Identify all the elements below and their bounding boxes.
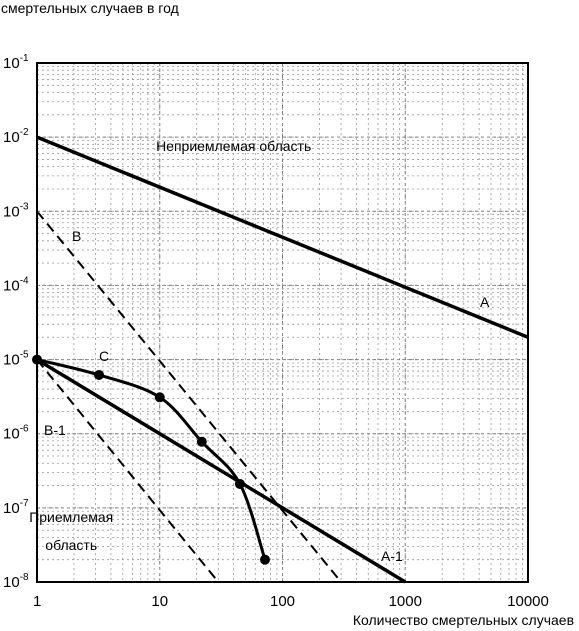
series-c-point	[234, 478, 245, 489]
y-tick-label: 10-2	[3, 127, 29, 146]
y-tick-label: 10-1	[3, 53, 29, 72]
x-tick-label: 1	[33, 593, 41, 610]
y-tick-label: 10-8	[3, 572, 29, 591]
series-c-point	[196, 436, 207, 447]
y-tick-label: 10-7	[3, 498, 29, 517]
annotation-text: область	[45, 537, 97, 553]
x-tick-label: 100	[270, 593, 295, 610]
x-tick-label: 1000	[389, 593, 422, 610]
series-label-a-1: A-1	[381, 548, 403, 564]
tick-labels: 1 10 100 1000 10000 10-8 10-7 10-6 10-5 10-4 10-3 1…	[3, 53, 549, 610]
annotation-text: Приемлемая	[29, 509, 113, 525]
series-line-a-1	[36, 358, 407, 584]
series-layer	[32, 135, 529, 584]
series-c-point	[259, 554, 270, 565]
series-label-b: B	[72, 228, 81, 244]
y-tick-label: 10-5	[3, 350, 29, 369]
y-axis-title: смертельных случаев в год	[1, 0, 179, 16]
series-label-a: A	[480, 294, 490, 310]
y-tick-label: 10-6	[3, 424, 29, 443]
series-c-point	[94, 369, 105, 380]
x-tick-label: 10	[151, 593, 168, 610]
series-label-b-1: B-1	[44, 422, 66, 438]
series-line-b	[36, 210, 342, 583]
annotation-text: Неприемлемая область	[156, 138, 311, 154]
x-tick-label: 10000	[507, 593, 549, 610]
series-line-c	[36, 358, 267, 561]
y-tick-label: 10-3	[3, 201, 29, 220]
plot-frame	[36, 62, 529, 583]
y-tick-label: 10-4	[3, 275, 29, 294]
x-axis-title: Количество смертельных случаев	[353, 612, 574, 628]
annotations-layer: A B A-1 B-1 C Неприемлемая область Приемлемая о…	[29, 138, 490, 564]
series-line-a	[36, 135, 529, 339]
grid	[37, 63, 528, 582]
series-c-point	[154, 392, 165, 403]
series-label-c: C	[99, 348, 109, 364]
